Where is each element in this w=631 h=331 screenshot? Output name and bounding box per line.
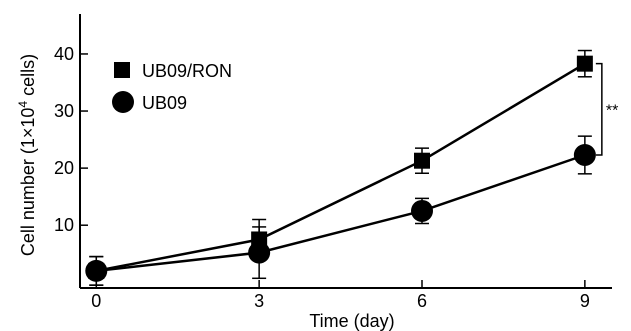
data-point-circle: [85, 259, 108, 282]
data-point-square: [414, 152, 430, 169]
y-tick-label: 40: [54, 44, 74, 64]
legend-label: UB09/RON: [142, 61, 232, 81]
y-tick-label: 20: [54, 158, 74, 178]
y-axis-title-exponent: 4: [16, 101, 30, 108]
x-axis-title: Time (day): [309, 311, 394, 331]
series-ub09: [85, 135, 596, 286]
x-ticks: 0 3 6 9: [91, 280, 590, 311]
legend-marker-circle: [112, 91, 134, 113]
y-axis-title-main: Cell number (1×10: [18, 108, 38, 257]
y-axis-title-unit: cells): [18, 54, 38, 101]
x-tick-label: 3: [254, 291, 264, 311]
x-tick-label: 6: [417, 291, 427, 311]
y-tick-label: 10: [54, 215, 74, 235]
series-line: [96, 62, 586, 273]
y-tick-label: 30: [54, 101, 74, 121]
series-line: [96, 153, 586, 273]
data-point-circle: [411, 199, 433, 222]
legend-marker-square: [114, 62, 130, 78]
x-tick-label: 9: [580, 291, 590, 311]
y-ticks: 10 20 30 40: [54, 44, 88, 235]
series-ub09-ron: [88, 49, 593, 286]
data-point-circle: [573, 143, 596, 166]
axes: [79, 14, 612, 289]
significance-bracket-line: [595, 62, 603, 156]
y-axis-title: Cell number (1×104 cells): [16, 54, 38, 256]
legend: UB09/RON UB09: [112, 61, 232, 113]
x-tick-label: 0: [91, 291, 101, 311]
series-layer: [85, 49, 596, 286]
data-point-square: [576, 55, 593, 72]
data-point-circle: [248, 241, 271, 264]
legend-label: UB09: [142, 93, 187, 113]
significance-label: **: [606, 102, 618, 119]
significance-bracket: **: [595, 62, 618, 156]
